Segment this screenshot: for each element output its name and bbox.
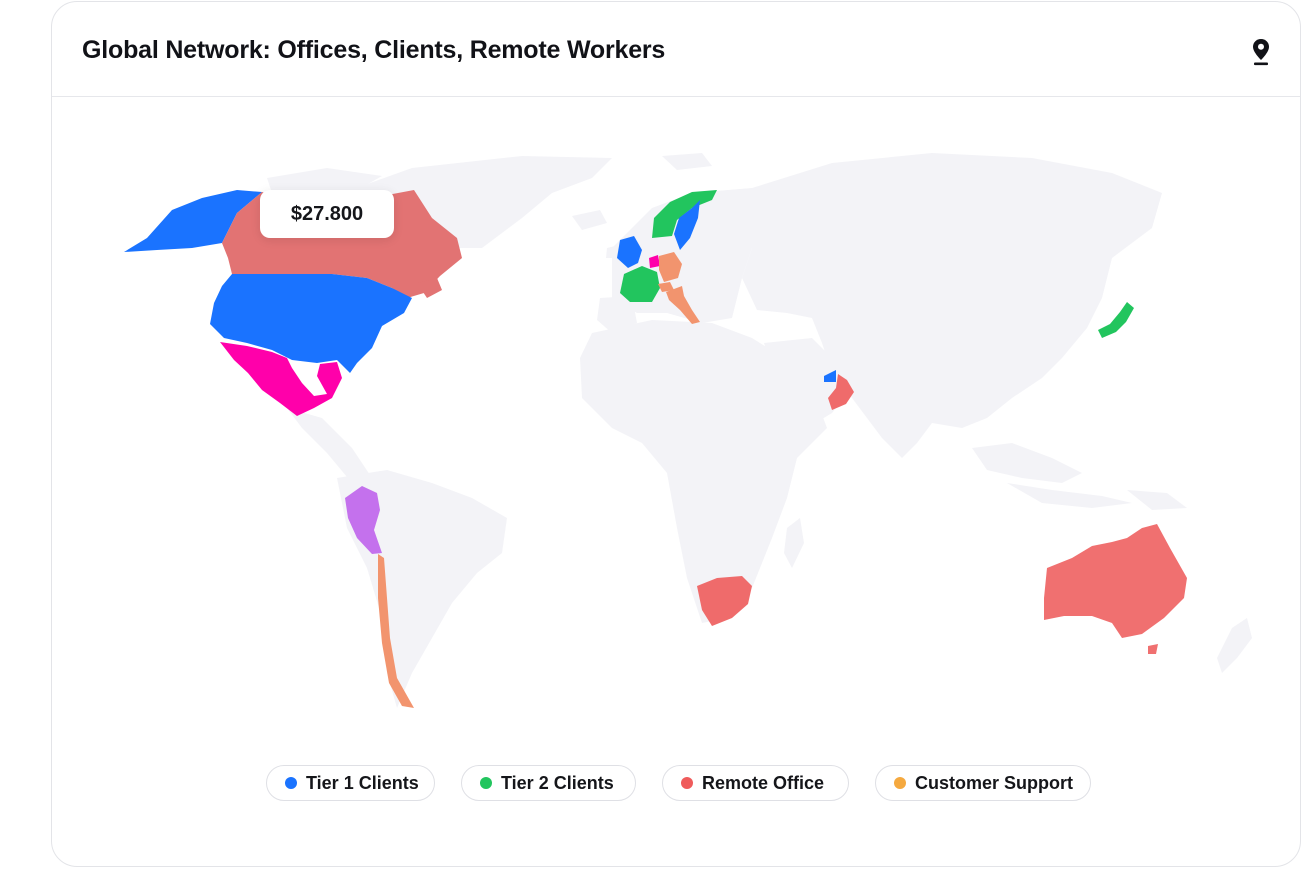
country-uae[interactable] xyxy=(824,370,836,382)
card-header: Global Network: Offices, Clients, Remote… xyxy=(52,2,1300,97)
legend-item-tier1[interactable]: Tier 1 Clients xyxy=(266,765,435,801)
legend-item-customer-support[interactable]: Customer Support xyxy=(875,765,1091,801)
land-greenland xyxy=(342,156,612,248)
world-map-svg xyxy=(124,153,1252,708)
land-arabia xyxy=(764,338,852,428)
legend-dot xyxy=(480,777,492,789)
country-japan[interactable] xyxy=(1098,302,1134,338)
country-ireland xyxy=(606,246,615,258)
land-indonesia xyxy=(1007,483,1132,508)
country-sweden[interactable] xyxy=(674,200,700,250)
value-tooltip: $27.800 xyxy=(260,190,394,238)
legend-label: Remote Office xyxy=(702,772,825,793)
land-new-zealand xyxy=(1217,618,1252,673)
land-png xyxy=(1127,490,1187,510)
legend-label: Customer Support xyxy=(915,772,1074,793)
legend-item-tier2[interactable]: Tier 2 Clients xyxy=(461,765,636,801)
country-peru[interactable] xyxy=(345,486,382,554)
legend: Tier 1 Clients Tier 2 Clients Remote Off… xyxy=(52,765,1300,803)
land-africa xyxy=(580,320,827,623)
country-tasmania xyxy=(1148,644,1158,654)
country-south-africa[interactable] xyxy=(697,576,752,626)
country-canada-east[interactable] xyxy=(417,278,442,298)
legend-label: Tier 1 Clients xyxy=(306,772,419,793)
land-iberia xyxy=(597,296,637,333)
land-iceland xyxy=(572,210,607,230)
country-france[interactable] xyxy=(620,266,660,302)
land-svalbard xyxy=(662,153,712,170)
legend-dot xyxy=(285,777,297,789)
map-pin-icon[interactable] xyxy=(1248,36,1274,66)
map-card: Global Network: Offices, Clients, Remote… xyxy=(51,1,1301,867)
land-south-america xyxy=(337,470,507,708)
land-india xyxy=(874,348,932,438)
country-netherlands[interactable] xyxy=(649,255,660,268)
legend-item-remote-office[interactable]: Remote Office xyxy=(662,765,849,801)
card-title: Global Network: Offices, Clients, Remote… xyxy=(82,36,666,64)
land-central-america xyxy=(287,408,372,483)
country-usa[interactable] xyxy=(210,274,412,373)
country-chile[interactable] xyxy=(378,554,414,708)
country-uk[interactable] xyxy=(617,236,642,268)
world-map: $27.800 xyxy=(52,98,1300,738)
country-oman[interactable] xyxy=(828,374,854,410)
legend-dot xyxy=(681,777,693,789)
country-australia[interactable] xyxy=(1044,524,1187,638)
country-germany[interactable] xyxy=(659,252,682,282)
legend-dot xyxy=(894,777,906,789)
legend-label: Tier 2 Clients xyxy=(501,772,614,793)
land-se-asia xyxy=(972,443,1082,483)
country-italy[interactable] xyxy=(666,286,700,324)
country-mexico[interactable] xyxy=(220,342,342,416)
country-switzerland[interactable] xyxy=(658,282,674,292)
country-usa-alaska[interactable] xyxy=(124,190,262,252)
land-madagascar xyxy=(784,518,804,568)
